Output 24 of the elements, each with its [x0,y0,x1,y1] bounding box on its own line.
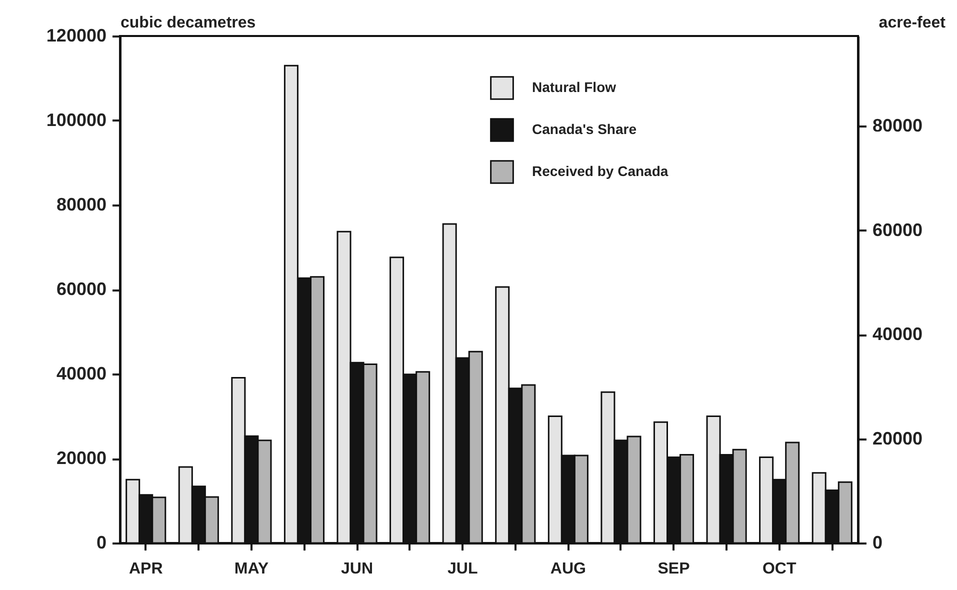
y-tick-label: 20000 [56,448,106,468]
y2-axis-title: acre-feet [878,14,946,32]
x-tick-label: JUN [341,560,374,578]
x-tick-label: APR [128,560,164,578]
y-tick-label: 80000 [56,194,106,214]
x-tick-label: JUL [447,560,478,578]
y2-tick-label: 0 [872,532,883,552]
y-tick-label: 100000 [46,110,106,130]
y-tick-label: 60000 [56,279,106,299]
y2-tick-label: 40000 [872,324,923,344]
y-tick-label: 40000 [56,364,106,384]
x-tick-label: MAY [234,560,269,578]
legend-label: Canada's Share [532,121,637,137]
x-tick-label: AUG [550,560,586,578]
y-tick-label: 0 [96,532,106,552]
y2-tick-label: 60000 [872,220,923,240]
legend-label: Received by Canada [532,163,668,179]
legend-label: Natural Flow [532,79,616,95]
x-tick-label: SEP [658,560,690,578]
y2-tick-label: 20000 [872,428,923,448]
y-tick-label: 120000 [46,26,106,46]
x-tick-label: OCT [762,560,796,578]
y2-tick-label: 80000 [872,116,923,136]
y-axis-title: cubic decametres [120,14,256,32]
